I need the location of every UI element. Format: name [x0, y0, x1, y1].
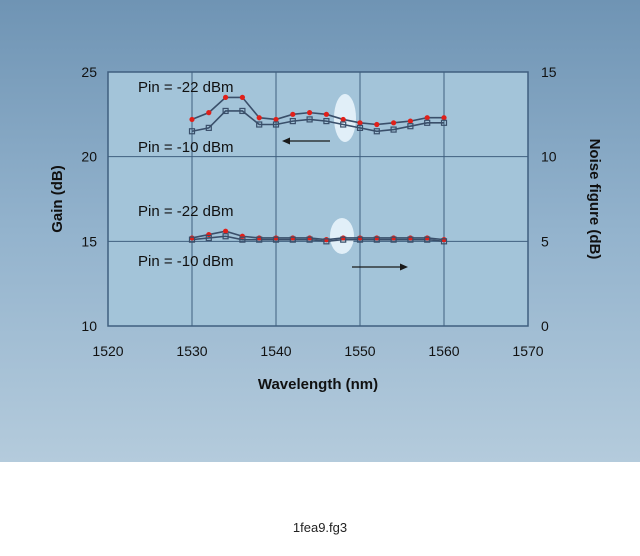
data-point-square	[188, 236, 196, 243]
series-lines	[191, 96, 445, 243]
data-point-circle	[340, 235, 346, 241]
x-tick-label: 1530	[176, 343, 207, 359]
noise-top-label: Pin = -22 dBm	[138, 203, 233, 220]
data-point-circle	[256, 115, 262, 121]
series-line	[191, 110, 444, 133]
y2-tick-label: 5	[541, 233, 549, 249]
x-tick-label: 1520	[92, 343, 123, 359]
data-point-circle	[424, 115, 430, 121]
gain-bottom-label: Pin = -10 dBm	[138, 139, 233, 156]
series-line	[191, 230, 445, 241]
data-point-circle	[323, 237, 329, 243]
data-point-square	[424, 119, 431, 126]
x-tick-label: 1550	[344, 343, 375, 359]
data-point-circle	[223, 228, 229, 234]
data-point-square	[340, 121, 347, 128]
y-axis-title: Gain (dB)	[49, 165, 66, 233]
data-point-circle	[206, 231, 212, 238]
data-point-square	[188, 128, 196, 135]
data-point-circle	[290, 111, 296, 117]
data-point-circle	[239, 233, 245, 239]
gain-noise-chart: Pin = -22 dBm Pin = -10 dBm Pin = -22 dB…	[49, 64, 603, 393]
x-tick-label: 1560	[428, 343, 459, 359]
gain-axis-arrow	[282, 137, 330, 145]
data-point-square	[272, 236, 280, 243]
x-tick-label: 1570	[512, 343, 543, 359]
y2-tick-label: 0	[541, 318, 549, 334]
data-point-circle	[256, 235, 262, 241]
data-point-circle	[391, 235, 397, 241]
data-point-circle	[441, 115, 447, 121]
data-point-circle	[290, 235, 296, 241]
data-point-circle	[424, 235, 430, 241]
data-point-circle	[391, 120, 397, 126]
data-point-square	[306, 236, 313, 243]
data-point-circle	[441, 237, 447, 243]
series-markers	[188, 94, 448, 245]
series-line	[191, 96, 444, 126]
data-point-square	[407, 123, 414, 130]
data-point-square	[373, 236, 380, 243]
data-point-square	[424, 236, 431, 243]
y2-tick-label: 15	[541, 64, 557, 80]
data-point-circle	[206, 110, 212, 116]
data-point-square	[239, 107, 246, 115]
y-tick-label: 15	[81, 233, 97, 249]
data-point-square	[289, 118, 296, 125]
y-tick-label: 20	[81, 149, 97, 165]
x-axis-title: Wavelength (nm)	[258, 376, 378, 393]
data-point-square	[256, 236, 263, 243]
y-tick-label: 10	[81, 318, 97, 334]
y-tick-label: 25	[81, 64, 97, 80]
data-point-square	[323, 118, 330, 125]
data-point-square	[356, 236, 364, 243]
data-point-circle	[374, 121, 380, 128]
y2-axis-title: Noise figure (dB)	[586, 139, 603, 260]
noise-bottom-label: Pin = -10 dBm	[138, 253, 233, 270]
noise-axis-arrow	[352, 263, 408, 271]
grid-lines	[108, 72, 528, 326]
data-point-square	[306, 116, 313, 123]
gain-top-label: Pin = -22 dBm	[138, 79, 233, 96]
data-point-square	[222, 233, 229, 240]
data-point-square	[289, 236, 296, 243]
data-point-square	[222, 107, 229, 115]
data-point-square	[440, 238, 448, 245]
data-point-square	[323, 238, 330, 245]
data-point-square	[440, 119, 448, 126]
data-point-circle	[340, 116, 346, 123]
data-point-circle	[189, 235, 195, 241]
data-point-square	[390, 126, 397, 133]
data-point-circle	[407, 118, 413, 124]
data-point-square	[356, 124, 364, 131]
series-line	[191, 235, 445, 243]
data-point-circle	[357, 235, 363, 241]
data-point-circle	[407, 235, 413, 241]
data-point-circle	[239, 94, 245, 100]
plot-area	[107, 71, 529, 327]
data-point-circle	[307, 235, 313, 241]
figure-caption: 1fea9.fg3	[292, 520, 348, 535]
x-tick-label: 1540	[260, 343, 291, 359]
figure-panel: Pin = -22 dBm Pin = -10 dBm Pin = -22 dB…	[0, 0, 640, 462]
data-point-square	[256, 121, 263, 128]
data-point-square	[390, 236, 397, 243]
data-point-square	[205, 234, 212, 242]
data-point-circle	[223, 94, 229, 100]
data-point-square	[373, 128, 380, 135]
data-point-square	[340, 236, 347, 243]
data-point-circle	[189, 116, 195, 123]
data-point-square	[205, 124, 212, 131]
data-point-square	[239, 236, 246, 243]
data-point-circle	[357, 120, 363, 126]
data-point-circle	[374, 235, 380, 241]
data-point-circle	[323, 111, 329, 117]
data-point-circle	[273, 235, 279, 241]
data-point-square	[272, 121, 280, 128]
data-point-square	[407, 236, 414, 243]
data-point-circle	[307, 110, 313, 116]
data-point-circle	[273, 116, 279, 123]
y2-tick-label: 10	[541, 149, 557, 165]
